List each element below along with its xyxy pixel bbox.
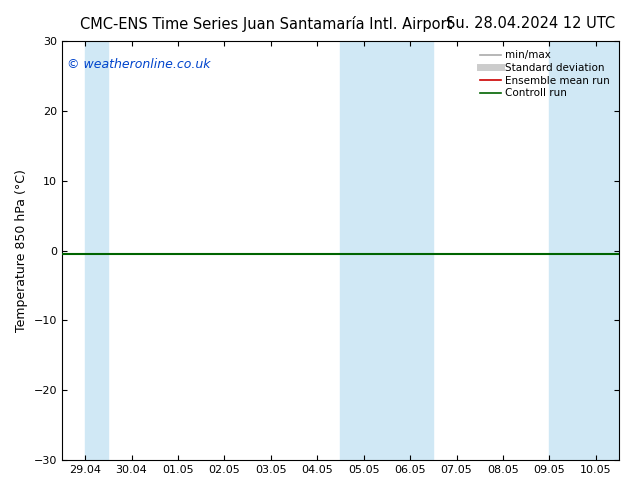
Legend: min/max, Standard deviation, Ensemble mean run, Controll run: min/max, Standard deviation, Ensemble me…	[476, 46, 614, 102]
Text: © weatheronline.co.uk: © weatheronline.co.uk	[67, 58, 211, 71]
Bar	[85, 41, 108, 460]
Bar	[550, 41, 619, 460]
Text: Su. 28.04.2024 12 UTC: Su. 28.04.2024 12 UTC	[446, 16, 615, 31]
Bar	[340, 41, 433, 460]
Text: CMC-ENS Time Series Juan Santamaría Intl. Airport: CMC-ENS Time Series Juan Santamaría Intl…	[80, 16, 453, 32]
Y-axis label: Temperature 850 hPa (°C): Temperature 850 hPa (°C)	[15, 169, 28, 332]
